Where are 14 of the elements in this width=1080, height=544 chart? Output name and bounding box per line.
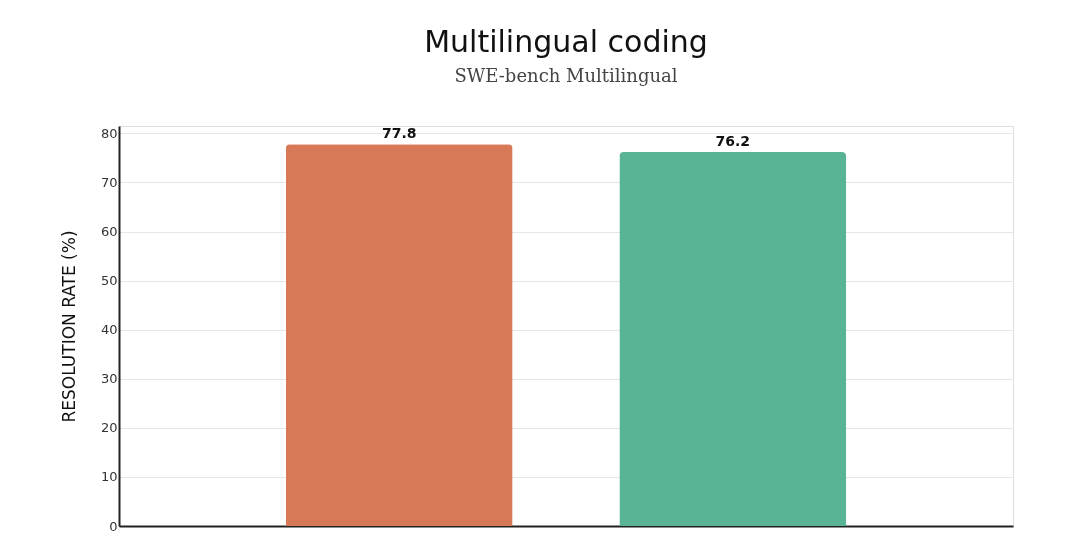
y-tick-label: 0	[109, 518, 118, 534]
data-label: 77.8	[381, 125, 417, 142]
y-tick-label: 10	[100, 469, 118, 485]
y-tick-label: 70	[100, 174, 118, 190]
data-label: 76.2	[715, 133, 751, 150]
y-tick-label: 50	[100, 273, 118, 289]
chart-title: Multilingual coding	[424, 24, 708, 59]
y-tick-label: 20	[100, 420, 118, 436]
y-tick-label: 30	[100, 371, 118, 387]
y-tick-label: 60	[100, 224, 118, 240]
chart-subtitle: SWE-bench Multilingual	[454, 65, 678, 86]
y-axis-title: RESOLUTION RATE (%)	[58, 230, 79, 423]
y-tick-label: 80	[100, 125, 118, 141]
y-tick-label: 40	[100, 322, 118, 338]
